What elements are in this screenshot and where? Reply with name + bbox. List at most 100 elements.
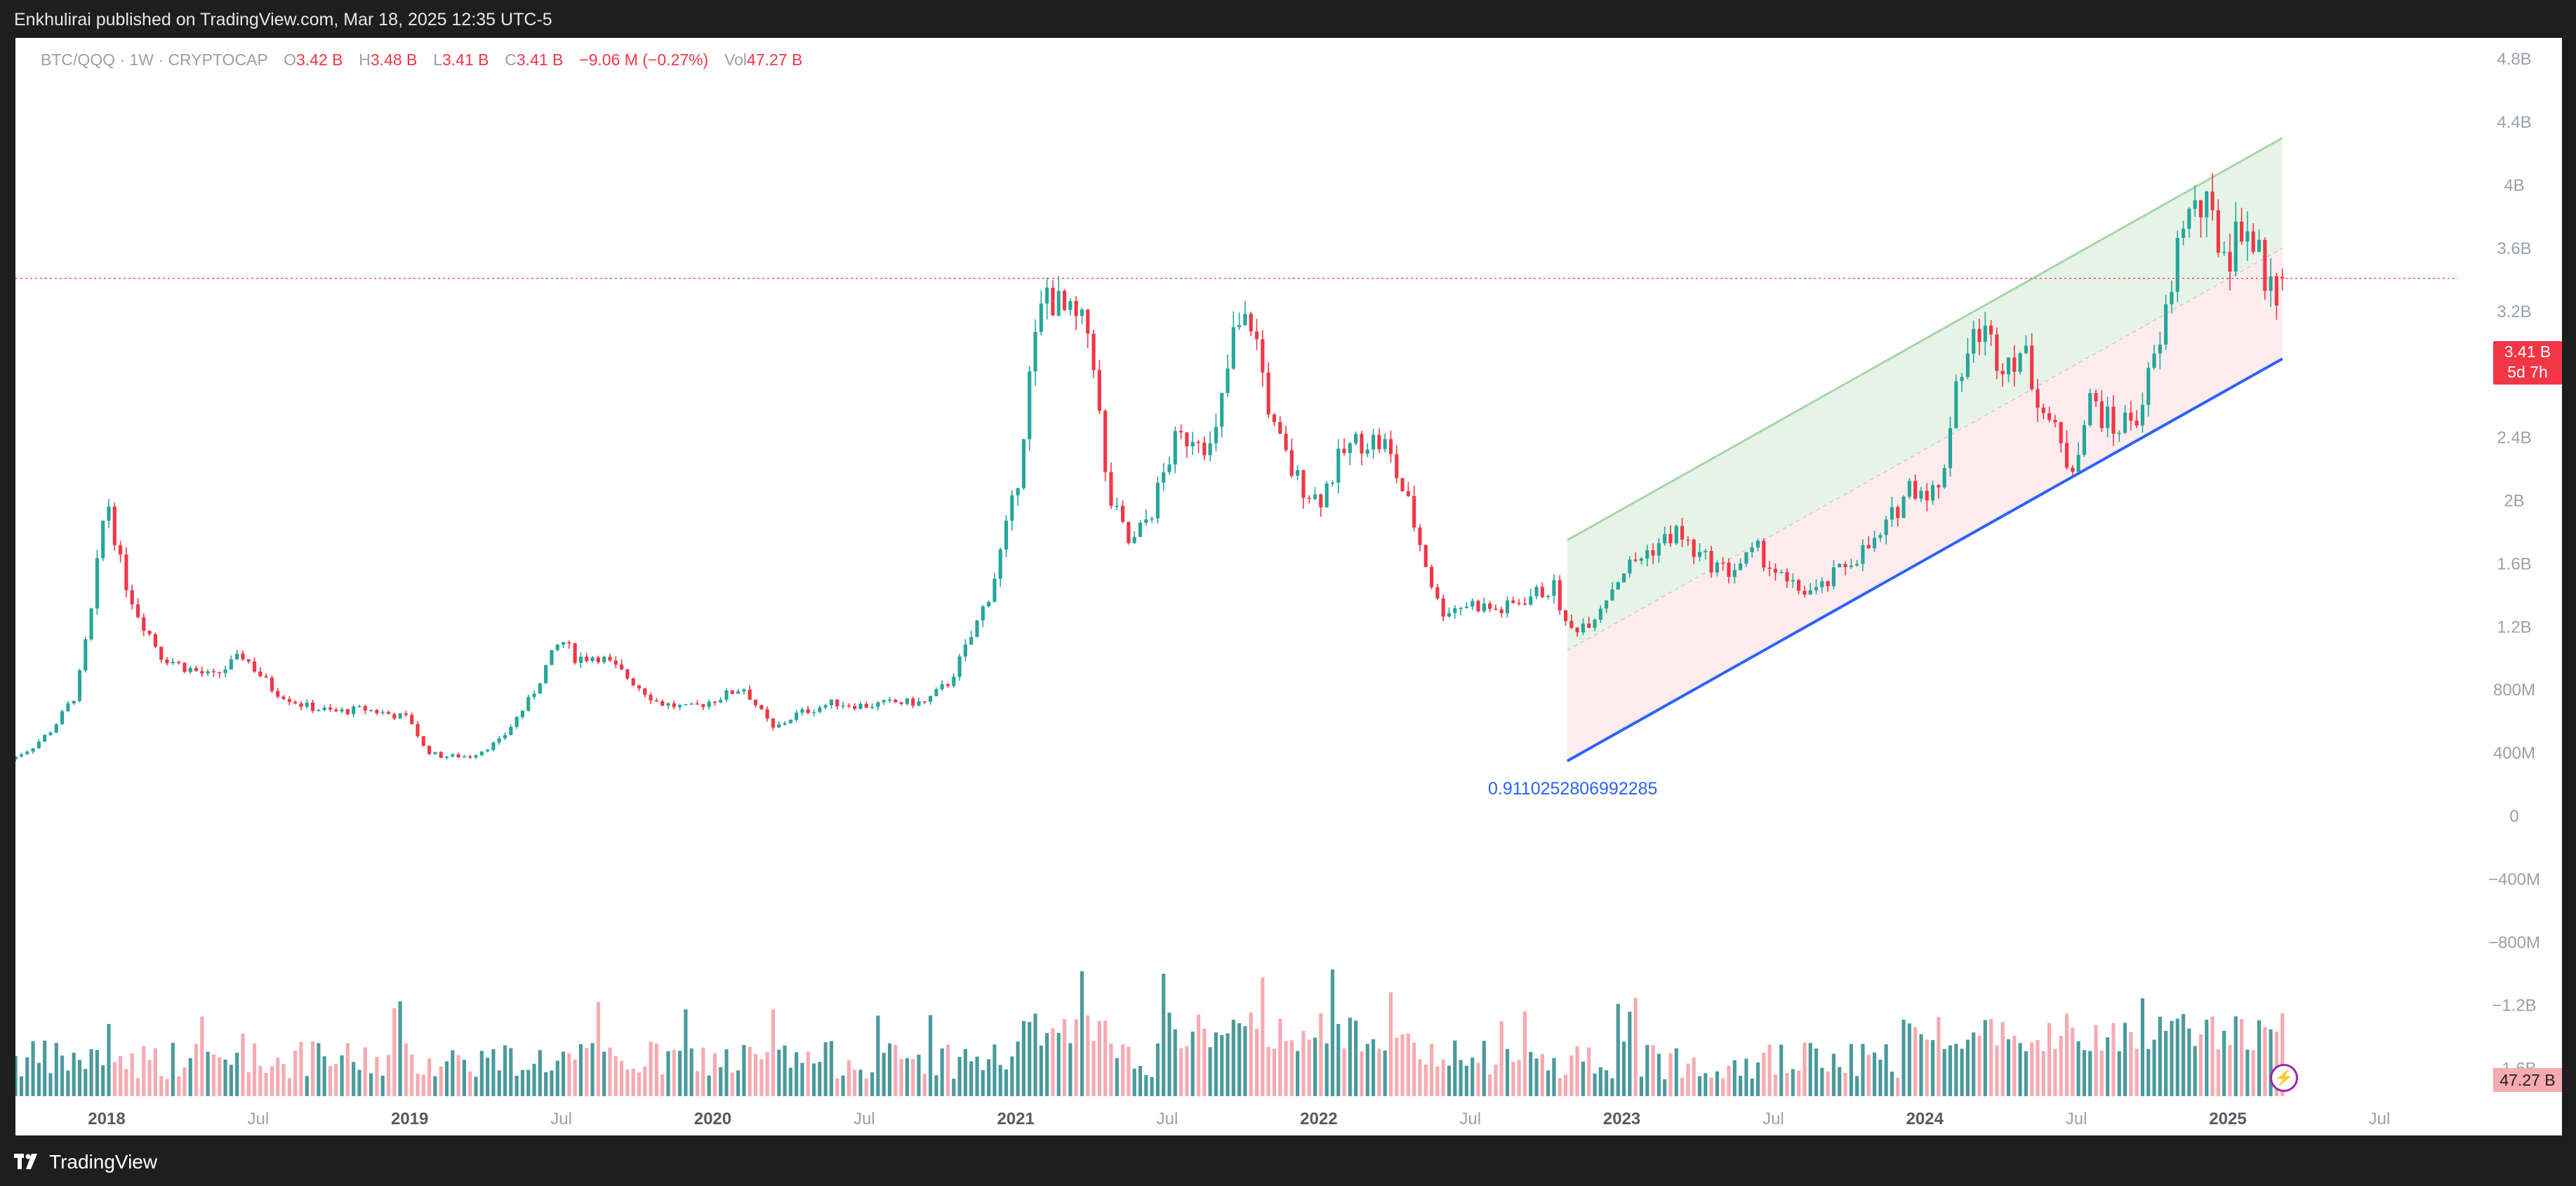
candle-body: [800, 709, 804, 713]
candle-body: [1750, 547, 1754, 552]
volume-bar: [77, 1060, 82, 1096]
candle-body: [1972, 328, 1976, 354]
volume-bar: [1919, 1034, 1923, 1096]
volume-bar: [1849, 1044, 1853, 1096]
y-tick-label: 4.8B: [2497, 50, 2531, 69]
candle-body: [1826, 581, 1830, 587]
volume-bar: [1942, 1048, 1946, 1096]
volume-bar: [1004, 1069, 1009, 1096]
candle-body: [119, 545, 123, 555]
candle-body: [2018, 353, 2022, 372]
candle-body: [398, 713, 402, 719]
chart-area[interactable]: 5.6B5.2B4.8B4.4B4B3.6B3.2B2.8B2.4B2B1.6B…: [15, 38, 2562, 1135]
candle-body: [2274, 276, 2278, 306]
candle-body: [1045, 287, 1049, 304]
volume-bar: [1400, 1034, 1405, 1096]
candle-body: [1674, 526, 1678, 544]
volume-bar: [777, 1049, 781, 1096]
tradingview-logo[interactable]: TradingView: [14, 1151, 157, 1173]
candle-body: [1663, 533, 1667, 544]
volume-bar: [223, 1059, 227, 1096]
symbol-name[interactable]: BTC/QQQ · 1W · CRYPTOCAP: [41, 51, 268, 69]
volume-bar: [613, 1055, 618, 1096]
volume-bar: [701, 1047, 705, 1096]
volume-bar: [1954, 1044, 1958, 1096]
volume-bar: [748, 1046, 752, 1096]
volume-bar: [1750, 1078, 1754, 1096]
candle-body: [2228, 251, 2232, 272]
volume-bar: [724, 1049, 729, 1096]
candle-body: [1890, 507, 1894, 520]
candle-body: [748, 689, 752, 700]
candle-body: [386, 712, 391, 714]
volume-bar: [788, 1067, 792, 1096]
volume-bar: [922, 1074, 927, 1096]
candle-body: [1965, 353, 1970, 378]
volume-bar: [54, 1043, 58, 1096]
candle-body: [2082, 425, 2087, 455]
candle-body: [1278, 422, 1282, 434]
volume-bar: [585, 1048, 589, 1096]
volume-bar: [730, 1072, 734, 1096]
candle-body: [147, 630, 152, 634]
volume-bar: [1587, 1047, 1591, 1096]
volume-bar: [2263, 1027, 2267, 1096]
volume-bar: [1808, 1043, 1812, 1096]
volume-bar: [1033, 1013, 1037, 1096]
volume-bar: [1324, 1043, 1329, 1096]
channel-mid-line: [1567, 248, 2283, 651]
replay-icon[interactable]: ⚡: [2270, 1064, 2298, 1092]
x-tick-label: Jul: [550, 1110, 572, 1128]
volume-bar: [19, 1076, 24, 1096]
candle-body: [270, 677, 274, 691]
volume-bar: [1704, 1073, 1708, 1096]
candle-body: [1226, 368, 1230, 394]
candle-body: [15, 756, 18, 760]
y-tick-label: 0: [2509, 807, 2518, 826]
candle-body: [1838, 564, 1842, 568]
candle-body: [940, 684, 944, 690]
volume-bar: [474, 1077, 478, 1096]
volume-bar: [1103, 1020, 1108, 1096]
volume-bar: [468, 1071, 472, 1096]
candle-body: [1406, 491, 1410, 496]
volume-bar: [287, 1078, 291, 1096]
volume-bar: [712, 1053, 717, 1096]
volume-bar: [1866, 1055, 1871, 1096]
volume-bar: [2123, 1022, 2127, 1096]
candle-body: [2041, 407, 2045, 413]
candle-body: [1995, 334, 1999, 371]
volume-bar: [1569, 1055, 1574, 1096]
candle-body: [1150, 518, 1154, 520]
close-value: 3.41 B: [516, 51, 564, 69]
volume-bar: [1261, 977, 1265, 1096]
price-chart[interactable]: 5.6B5.2B4.8B4.4B4B3.6B3.2B2.8B2.4B2B1.6B…: [15, 38, 2562, 1135]
candle-body: [1872, 538, 1877, 549]
y-tick-label: −800M: [2488, 933, 2540, 952]
volume-bar: [1155, 1043, 1160, 1096]
volume-bar: [538, 1050, 542, 1096]
volume-bar: [660, 1074, 665, 1096]
volume-bar: [1884, 1044, 1888, 1096]
volume-bar: [1342, 1048, 1346, 1096]
candle-body: [847, 705, 851, 707]
candle-body: [602, 656, 606, 662]
candle-body: [1272, 414, 1277, 422]
volume-bar: [2164, 1030, 2168, 1096]
candle-body: [1849, 565, 1853, 568]
volume-bar: [352, 1062, 356, 1096]
candle-body: [578, 656, 583, 663]
candle-body: [1744, 552, 1748, 564]
volume-bar: [992, 1044, 997, 1096]
volume-bar: [654, 1044, 658, 1096]
volume-bar: [1010, 1056, 1014, 1096]
candle-body: [637, 685, 642, 688]
volume-bar: [2071, 1027, 2075, 1096]
volume-bar: [2216, 1049, 2220, 1096]
volume-bar: [1674, 1048, 1678, 1096]
volume-bar: [1965, 1039, 1970, 1096]
volume-bar: [328, 1066, 333, 1096]
candle-body: [765, 709, 769, 719]
candle-body: [550, 650, 554, 665]
volume-bar: [2233, 1016, 2238, 1096]
